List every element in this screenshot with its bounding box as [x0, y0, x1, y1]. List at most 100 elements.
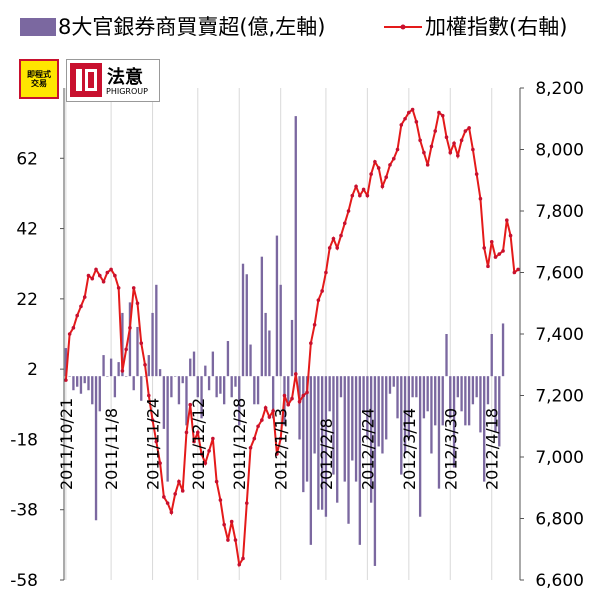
- index-point: [324, 270, 328, 275]
- index-point: [135, 301, 140, 306]
- index-point: [139, 341, 144, 346]
- bar: [106, 376, 109, 377]
- index-point: [94, 267, 98, 272]
- left-tick-label: -58: [10, 571, 38, 591]
- bar: [498, 376, 501, 447]
- x-tick-label: 2012/4/18: [483, 408, 502, 490]
- bar: [415, 376, 418, 398]
- bar: [181, 376, 184, 384]
- legend-bar-label: 8大官銀券商買賣超(億,左軸): [58, 15, 325, 39]
- index-point: [180, 489, 185, 493]
- bar: [121, 312, 124, 377]
- bar: [260, 256, 264, 377]
- index-point: [456, 153, 460, 158]
- bar: [366, 376, 369, 440]
- bar: [189, 358, 192, 377]
- index-point: [233, 538, 238, 542]
- bar: [351, 376, 354, 461]
- index-point: [150, 418, 155, 422]
- index-point: [260, 418, 264, 422]
- phigroup-emblem-icon: [70, 63, 102, 97]
- index-point: [463, 129, 468, 133]
- bar: [486, 376, 490, 405]
- index-point: [192, 439, 196, 444]
- index-point: [252, 436, 257, 441]
- index-point: [440, 113, 445, 118]
- x-tick-label: 2012/3/14: [400, 408, 419, 490]
- bars-layer: [64, 116, 505, 566]
- bar: [347, 376, 350, 524]
- bar: [113, 376, 117, 398]
- bar: [102, 355, 105, 377]
- index-point: [369, 172, 373, 176]
- index-point: [501, 249, 505, 253]
- bar: [449, 376, 452, 419]
- bar: [177, 376, 181, 405]
- bar: [230, 376, 233, 398]
- bar: [136, 326, 139, 377]
- index-point: [391, 156, 396, 161]
- bar: [313, 376, 316, 454]
- bar: [471, 376, 475, 405]
- index-point: [263, 406, 268, 410]
- index-point: [229, 519, 234, 524]
- index-point: [244, 501, 249, 505]
- index-point: [301, 393, 306, 398]
- index-point: [395, 147, 400, 152]
- index-point: [327, 246, 332, 250]
- bar: [125, 376, 128, 377]
- bar: [222, 376, 226, 405]
- index-point: [275, 452, 279, 456]
- line-layer: [64, 107, 520, 568]
- bar: [328, 376, 331, 412]
- index-point: [113, 273, 117, 278]
- right-tick-label: 6,600: [535, 571, 584, 591]
- bar: [441, 376, 444, 426]
- bar: [174, 376, 177, 377]
- bar: [219, 376, 222, 394]
- bar: [381, 376, 384, 454]
- index-point: [90, 276, 95, 281]
- bar: [143, 376, 147, 377]
- x-tick-label: 2011/12/12: [189, 398, 208, 490]
- index-point: [124, 347, 128, 352]
- phigroup-logo-title: 法意: [107, 67, 143, 88]
- index-point: [380, 184, 385, 189]
- x-tick-label: 2011/12/28: [230, 398, 249, 490]
- bar: [377, 376, 380, 447]
- index-point: [226, 538, 230, 542]
- bar: [460, 376, 463, 412]
- program-trading-logo: 即程式交易: [19, 59, 59, 99]
- x-tick-label: 2011/10/21: [57, 398, 76, 490]
- index-point: [305, 390, 309, 395]
- bar: [430, 376, 433, 454]
- index-point: [493, 255, 498, 259]
- index-point: [293, 372, 298, 376]
- index-point: [101, 279, 106, 284]
- bar: [290, 319, 294, 377]
- x-axis-ticks: 2011/10/21 2011/11/8 2011/11/24 2011/12/12 2…: [57, 398, 502, 490]
- bar: [253, 376, 256, 405]
- index-point: [195, 430, 200, 435]
- bar: [275, 235, 279, 377]
- bar: [151, 312, 154, 377]
- right-tick-label: 7,600: [535, 264, 584, 284]
- index-point: [410, 107, 415, 112]
- bar: [170, 376, 173, 398]
- right-tick-label: 8,200: [535, 79, 584, 99]
- bar: [445, 334, 448, 377]
- bar: [343, 376, 346, 482]
- index-point: [105, 270, 110, 275]
- index-point: [516, 267, 520, 272]
- bar: [245, 274, 248, 377]
- bar: [332, 376, 335, 475]
- index-point: [86, 273, 91, 278]
- left-tick-label: 62: [16, 149, 38, 169]
- bar: [490, 334, 493, 377]
- index-point: [429, 144, 434, 149]
- index-point: [388, 163, 392, 167]
- phigroup-logo: 法意 PHIGROUP: [66, 59, 160, 102]
- index-point: [165, 501, 170, 505]
- right-tick-label: 7,400: [535, 325, 584, 345]
